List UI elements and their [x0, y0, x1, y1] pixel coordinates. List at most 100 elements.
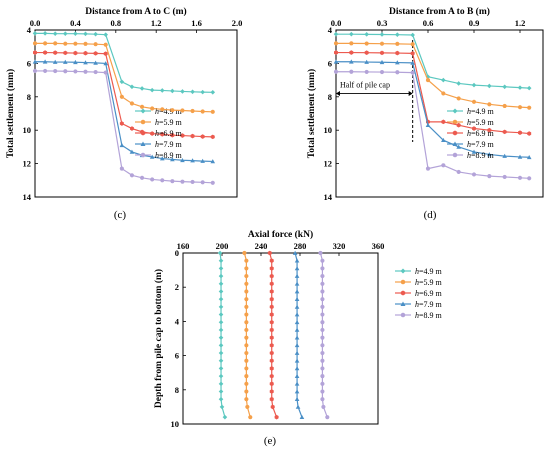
data-point: [364, 59, 369, 64]
data-point: [269, 396, 274, 402]
data-point: [269, 327, 274, 333]
legend-marker: [140, 108, 146, 114]
panel-caption: (d): [424, 209, 437, 221]
data-point: [320, 320, 325, 325]
legend-marker: [452, 141, 458, 146]
data-point: [456, 96, 461, 101]
data-point: [190, 133, 195, 139]
data-point: [63, 69, 68, 74]
data-point: [210, 180, 215, 185]
panel-d: 0.0 0.3 0.6 0.9 1.2 4 6 8 10 12 14 Distance from A …: [306, 6, 544, 221]
y-tick-label: 0: [175, 248, 179, 258]
pile-cap-annotation: Half of pile cap: [340, 80, 390, 89]
data-point: [73, 69, 78, 74]
data-point: [320, 366, 325, 371]
data-point: [218, 273, 224, 279]
data-point: [190, 108, 195, 114]
data-point: [218, 350, 224, 356]
data-point: [441, 91, 446, 96]
panel-caption: (c): [114, 209, 127, 221]
data-point: [379, 70, 385, 75]
series-line: [35, 42, 213, 113]
data-point: [294, 319, 300, 325]
data-point: [518, 130, 522, 135]
data-point: [218, 319, 224, 325]
data-point: [180, 89, 185, 94]
data-point: [320, 397, 325, 402]
y-tick-label: 6: [175, 351, 179, 361]
data-point: [349, 31, 354, 37]
data-point: [395, 60, 400, 65]
data-point: [244, 366, 249, 371]
data-point: [218, 281, 224, 287]
data-point: [269, 335, 274, 340]
x-tick-label: 1.2: [515, 18, 526, 28]
y-axis-label: Total settlement (mm): [5, 69, 16, 158]
data-point: [294, 304, 300, 309]
data-point: [149, 154, 155, 159]
data-point: [63, 31, 68, 36]
data-point: [299, 414, 305, 419]
data-point: [294, 396, 300, 402]
data-point: [83, 69, 88, 74]
y-tick-label: 10: [23, 125, 32, 135]
data-point: [200, 158, 205, 163]
data-point: [269, 304, 274, 310]
data-point: [333, 69, 339, 74]
data-point: [320, 327, 325, 333]
data-point: [210, 134, 215, 140]
data-point: [244, 297, 249, 302]
data-point: [244, 281, 249, 286]
data-point: [53, 69, 58, 74]
x-tick-label: 1.6: [191, 18, 202, 28]
series-line: [319, 252, 328, 418]
y-tick-label: 10: [324, 125, 333, 135]
data-point: [502, 174, 507, 180]
data-point: [244, 335, 249, 340]
legend-marker: [400, 279, 406, 285]
data-point: [294, 312, 300, 317]
x-tick-label: 0.8: [110, 18, 121, 28]
x-axis-label: Distance from A to C (m): [85, 6, 186, 17]
data-point: [294, 366, 300, 371]
data-point: [160, 107, 165, 112]
data-point: [218, 366, 224, 371]
data-point: [294, 327, 300, 332]
data-point: [294, 266, 300, 271]
data-point: [93, 60, 98, 65]
series-line: [336, 51, 530, 135]
data-point: [170, 132, 175, 138]
data-point: [103, 51, 108, 57]
data-point: [200, 109, 205, 114]
x-tick-label: 0.0: [331, 18, 342, 28]
data-point: [244, 350, 249, 356]
legend-marker: [140, 130, 146, 136]
data-point: [43, 50, 48, 55]
data-point: [222, 414, 228, 420]
data-point: [395, 50, 400, 56]
data-point: [395, 41, 400, 46]
data-point: [333, 41, 339, 46]
data-point: [53, 50, 58, 56]
data-point: [269, 373, 274, 379]
data-point: [242, 250, 247, 256]
data-point: [150, 177, 155, 182]
data-point: [200, 180, 205, 185]
data-point: [527, 176, 532, 181]
data-point: [379, 32, 385, 37]
series-line: [336, 61, 530, 158]
data-point: [294, 389, 300, 394]
data-point: [441, 137, 446, 143]
x-tick-label: 160: [177, 241, 190, 251]
series-line: [35, 61, 213, 163]
legend-marker: [140, 152, 146, 158]
data-point: [159, 156, 165, 161]
data-point: [119, 166, 124, 171]
data-point: [218, 258, 224, 263]
legend-entry: h=8.9 m: [467, 151, 495, 160]
legend-entry: h=5.9 m: [467, 118, 495, 127]
data-point: [502, 103, 507, 109]
data-point: [210, 89, 216, 95]
data-point: [32, 59, 38, 64]
series-line: [336, 71, 530, 179]
